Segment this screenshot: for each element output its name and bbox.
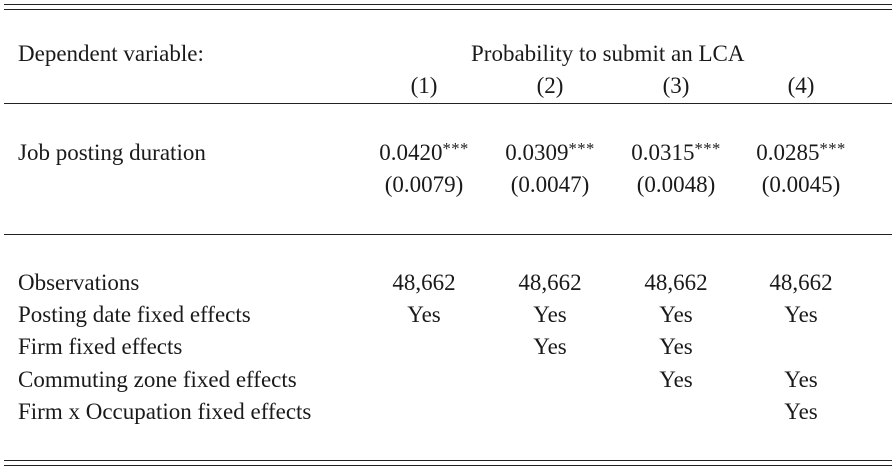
estimate-3: 0.0315*** (611, 139, 741, 165)
top-rule-outer (4, 4, 892, 5)
bottom-rule-inner (4, 460, 892, 461)
estimate-2: 0.0309*** (485, 139, 615, 165)
table-cell: Yes (784, 367, 818, 392)
middle-rule (4, 234, 892, 235)
table-cell: Yes (533, 302, 567, 327)
table-cell: Yes (659, 334, 693, 359)
stats-label-observations: Observations (18, 270, 140, 295)
standard-error-1: (0.0079) (384, 172, 464, 197)
bottom-rule-outer (4, 465, 892, 466)
stats-label-commuting-zone-fe: Commuting zone fixed effects (18, 367, 297, 392)
stats-label-firm-fe: Firm fixed effects (18, 334, 183, 359)
dependent-variable-label: Dependent variable: (18, 41, 204, 66)
table-cell: Yes (659, 367, 693, 392)
standard-error-4: (0.0045) (761, 172, 841, 197)
stats-label-firm-occupation-fe: Firm x Occupation fixed effects (18, 399, 312, 424)
significance-stars: *** (568, 139, 595, 159)
significance-stars: *** (442, 139, 469, 159)
table-cell: 48,662 (644, 270, 708, 295)
coefficient-label: Job posting duration (18, 140, 206, 165)
table-cell: 48,662 (518, 270, 582, 295)
estimate-4: 0.0285*** (736, 139, 866, 165)
column-header-1: (1) (410, 73, 438, 98)
table-cell: Yes (784, 302, 818, 327)
estimate-value: 0.0309 (505, 140, 569, 165)
stats-label-posting-date-fe: Posting date fixed effects (18, 302, 251, 327)
column-header-4: (4) (787, 73, 815, 98)
table-cell: Yes (784, 399, 818, 424)
significance-stars: *** (694, 139, 721, 159)
standard-error-3: (0.0048) (636, 172, 716, 197)
estimate-value: 0.0420 (379, 140, 443, 165)
top-rule-inner (4, 9, 892, 10)
estimate-value: 0.0315 (631, 140, 695, 165)
table-cell: Yes (407, 302, 441, 327)
estimate-1: 0.0420*** (359, 139, 489, 165)
table-cell: Yes (659, 302, 693, 327)
table-cell: 48,662 (769, 270, 833, 295)
estimate-value: 0.0285 (756, 140, 820, 165)
dependent-variable-name: Probability to submit an LCA (471, 41, 745, 66)
standard-error-2: (0.0047) (510, 172, 590, 197)
column-header-2: (2) (536, 73, 564, 98)
column-header-3: (3) (662, 73, 690, 98)
significance-stars: *** (819, 139, 846, 159)
table-cell: 48,662 (392, 270, 456, 295)
table-cell: Yes (533, 334, 567, 359)
header-rule (4, 103, 892, 104)
